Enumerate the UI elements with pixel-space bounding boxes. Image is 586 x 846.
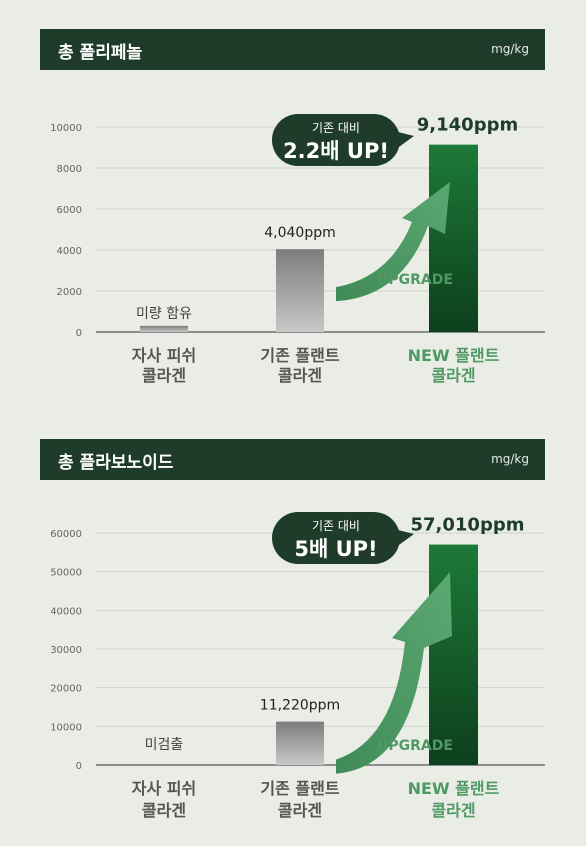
- category-label: 콜라겐: [142, 801, 186, 820]
- y-tick-label: 30000: [50, 645, 82, 656]
- panel-title: 총 플라보노이드: [58, 453, 174, 473]
- polyphenol-panel: 총 폴리페놀 mg/kg 0 2000 4000 6000 8000 10000 미량 함유…: [40, 29, 545, 385]
- flavonoid-header: 총 플라보노이드 mg/kg: [40, 439, 545, 480]
- category-label: 콜라겐: [431, 366, 475, 385]
- bar-2: [276, 721, 324, 765]
- y-tick-label: 4000: [57, 246, 82, 257]
- panel-title: 총 폴리페놀: [58, 43, 143, 63]
- value-label-3: 9,140ppm: [417, 115, 518, 136]
- panel-unit: mg/kg: [491, 42, 529, 56]
- callout-big-text: 5배 UP!: [294, 537, 377, 561]
- callout-tail-icon: [390, 130, 414, 152]
- upgrade-arrow-icon: [336, 182, 450, 302]
- upgrade-label: UPGRADE: [377, 272, 453, 288]
- callout-bubble: [272, 512, 400, 564]
- category-label: 기존 플랜트: [260, 346, 339, 365]
- category-label: 기존 플랜트: [260, 779, 339, 798]
- bar-3: [429, 144, 478, 332]
- category-label: 콜라겐: [278, 366, 322, 385]
- category-label: NEW 플랜트: [408, 346, 500, 365]
- y-tick-label: 10000: [50, 123, 82, 134]
- bar-1: [140, 325, 188, 332]
- bar-3: [429, 544, 478, 765]
- category-label: 콜라겐: [278, 801, 322, 820]
- y-tick-label: 40000: [50, 606, 82, 617]
- y-tick-label: 2000: [57, 287, 82, 298]
- y-tick-label: 60000: [50, 529, 82, 540]
- panel-unit: mg/kg: [491, 452, 529, 466]
- flavonoid-panel: 총 플라보노이드 mg/kg 0 10000 20000 30000 40000 5000…: [40, 439, 545, 829]
- upgrade-arrow-icon: [336, 572, 452, 774]
- polyphenol-header: 총 폴리페놀 mg/kg: [40, 29, 545, 70]
- category-label: 콜라겐: [142, 366, 186, 385]
- callout-small-text: 기존 대비: [312, 121, 360, 135]
- callout-tail-icon: [390, 528, 414, 550]
- category-label: 자사 피쉬: [132, 779, 196, 798]
- bar-2: [276, 249, 324, 332]
- category-label: 자사 피쉬: [132, 346, 196, 365]
- y-tick-label: 6000: [57, 205, 82, 216]
- value-label-2: 4,040ppm: [264, 225, 336, 241]
- y-tick-label: 0: [76, 761, 82, 772]
- upgrade-label: UPGRADE: [377, 738, 453, 754]
- callout-bubble: [272, 114, 400, 166]
- value-label-3: 57,010ppm: [411, 515, 525, 536]
- value-label-1: 미량 함유: [136, 306, 192, 322]
- callout-big-text: 2.2배 UP!: [283, 139, 389, 163]
- y-tick-label: 50000: [50, 568, 82, 579]
- y-tick-label: 10000: [50, 722, 82, 733]
- callout-small-text: 기존 대비: [312, 519, 360, 533]
- y-tick-label: 20000: [50, 684, 82, 695]
- category-label: 콜라겐: [431, 801, 475, 820]
- y-tick-label: 0: [76, 328, 82, 339]
- value-label-1: 미검출: [145, 737, 184, 753]
- category-label: NEW 플랜트: [408, 779, 500, 798]
- value-label-2: 11,220ppm: [260, 698, 340, 714]
- y-tick-label: 8000: [57, 164, 82, 175]
